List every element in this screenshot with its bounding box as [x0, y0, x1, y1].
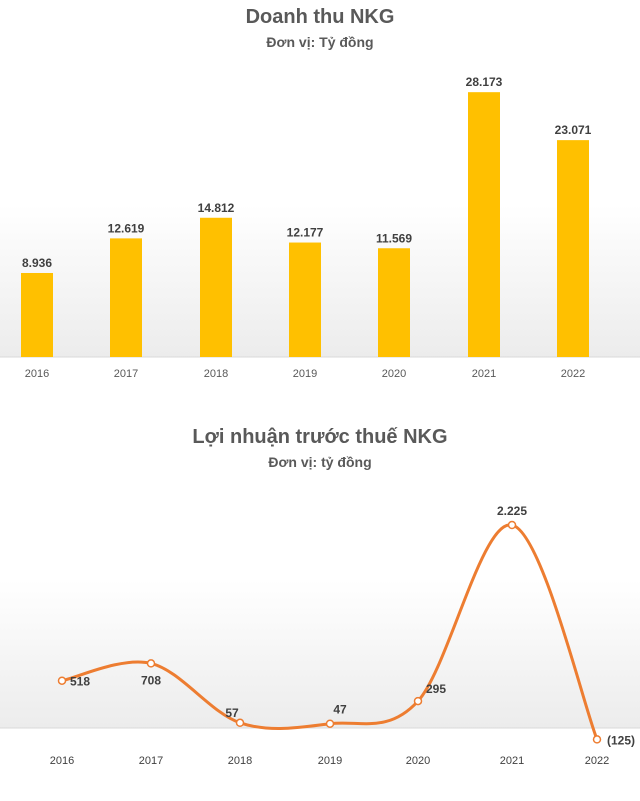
revenue-data-label: 12.177 [287, 226, 324, 240]
revenue-bar [378, 248, 410, 357]
profit-data-point [592, 735, 602, 744]
profit-x-tick-label: 2016 [50, 755, 74, 767]
profit-x-tick-label: 2020 [406, 755, 430, 767]
revenue-bar [468, 92, 500, 357]
profit-chart-plot: 518 2016 708 2017 57 2018 47 2019 295 2020 2.225 20… [0, 504, 640, 767]
revenue-data-label: 23.071 [555, 123, 592, 137]
profit-x-tick-label: 2022 [585, 755, 609, 767]
profit-data-label: 57 [225, 706, 239, 720]
revenue-x-tick-label: 2016 [25, 368, 49, 380]
revenue-x-tick-label: 2019 [293, 368, 317, 380]
revenue-bar [110, 238, 142, 357]
profit-data-label: 518 [70, 675, 90, 689]
revenue-x-tick-label: 2021 [472, 368, 496, 380]
profit-data-point [235, 718, 245, 728]
profit-data-point [57, 676, 67, 685]
profit-x-tick-label: 2021 [500, 755, 524, 767]
profit-series-line [60, 523, 599, 741]
profit-data-point [325, 719, 335, 728]
revenue-data-label: 12.619 [108, 221, 145, 235]
revenue-data-label: 28.173 [466, 75, 503, 89]
profit-data-point [507, 520, 517, 530]
revenue-bar [21, 273, 53, 357]
profit-chart-subtitle: Đơn vị: tỷ đồng [268, 454, 372, 470]
revenue-chart-subtitle: Đơn vị: Tỷ đồng [266, 34, 374, 50]
profit-data-point [146, 659, 156, 668]
profit-data-label: 295 [426, 682, 446, 696]
revenue-x-tick-label: 2018 [204, 368, 228, 380]
revenue-bar [557, 140, 589, 357]
revenue-data-label: 14.812 [198, 201, 235, 215]
profit-plot-background [0, 580, 640, 728]
revenue-bar [289, 242, 321, 357]
profit-x-tick-label: 2019 [318, 755, 342, 767]
profit-data-label: 47 [333, 703, 347, 717]
revenue-bar [200, 217, 232, 357]
profit-x-tick-label: 2018 [228, 755, 252, 767]
profit-x-tick-label: 2017 [139, 755, 163, 767]
profit-chart-title: Lợi nhuận trước thuế NKG [192, 426, 448, 448]
revenue-chart-title: Doanh thu NKG [245, 6, 395, 28]
revenue-x-tick-label: 2020 [382, 368, 406, 380]
profit-data-label: 708 [141, 673, 161, 687]
revenue-x-tick-label: 2022 [561, 368, 585, 380]
profit-data-label: (125) [607, 733, 635, 747]
revenue-chart: 8.936 2016 12.619 2017 14.812 2018 12.177 2019 1… [0, 0, 640, 392]
revenue-x-tick-label: 2017 [114, 368, 138, 380]
profit-data-point [413, 696, 423, 706]
profit-chart: 518 2016 708 2017 57 2018 47 2019 295 2020 2.225 20… [0, 412, 640, 801]
revenue-data-label: 11.569 [376, 231, 412, 245]
revenue-data-label: 8.936 [22, 256, 52, 270]
revenue-chart-plot: 8.936 2016 12.619 2017 14.812 2018 12.177 2019 1… [0, 75, 640, 380]
profit-data-label: 2.225 [497, 504, 527, 518]
